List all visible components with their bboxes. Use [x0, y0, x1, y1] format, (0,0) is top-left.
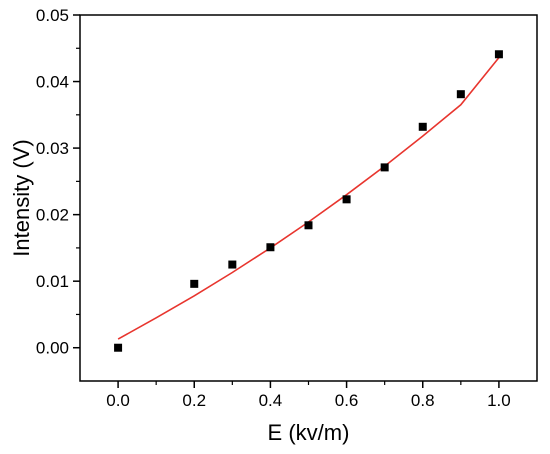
y-tick-label: 0.02	[36, 206, 69, 225]
y-tick-label: 0.01	[36, 272, 69, 291]
plot-frame	[79, 14, 538, 382]
x-axis-ticks: 0.0 0.2 0.4 0.6 0.8 1.0	[106, 381, 511, 410]
data-point	[266, 243, 275, 252]
x-tick-label: 0.0	[106, 391, 130, 410]
data-point	[304, 221, 313, 230]
data-points-layer	[114, 50, 503, 352]
x-tick-label: 1.0	[487, 391, 511, 410]
data-point	[228, 260, 237, 269]
y-axis-ticks: 0.00 0.01 0.02 0.03 0.04 0.05	[36, 6, 80, 358]
x-axis-title: E (kv/m)	[268, 420, 350, 445]
x-tick-label: 0.4	[259, 391, 283, 410]
fit-curve	[117, 57, 500, 340]
y-tick-label: 0.05	[36, 6, 69, 25]
data-point	[190, 279, 199, 288]
y-tick-label: 0.03	[36, 139, 69, 158]
data-point	[456, 90, 465, 99]
data-point	[418, 122, 427, 131]
x-tick-label: 0.6	[335, 391, 359, 410]
data-point	[114, 343, 123, 352]
data-point	[494, 50, 503, 59]
plot-border	[79, 14, 538, 382]
x-tick-label: 0.2	[182, 391, 206, 410]
y-tick-label: 0.00	[36, 339, 69, 358]
fit-curve-layer	[117, 57, 500, 340]
data-point	[342, 195, 351, 204]
x-tick-label: 0.8	[411, 391, 435, 410]
data-point	[380, 163, 389, 172]
y-axis-title: Intensity (V)	[9, 139, 34, 256]
y-tick-label: 0.04	[36, 73, 69, 92]
